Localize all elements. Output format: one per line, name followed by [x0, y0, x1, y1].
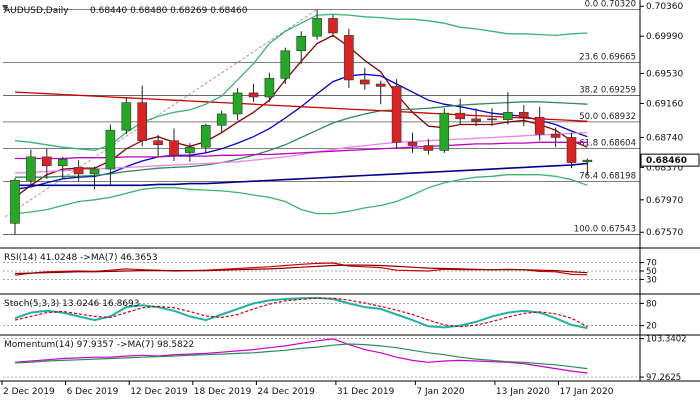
candles-layer	[10, 9, 593, 235]
time-tick-label: 24 Dec 2019	[257, 387, 315, 397]
candle-body	[73, 167, 84, 175]
time-tick-label: 18 Dec 2019	[194, 387, 252, 397]
candle-body	[89, 168, 100, 175]
candle-body	[41, 156, 52, 167]
candle-body	[375, 83, 386, 87]
candle-body	[296, 35, 307, 52]
price-tick-label: 0.70360	[646, 2, 683, 12]
stoch-series-line-1	[14, 296, 588, 330]
fib-level-label: 0.0 0.70320	[585, 0, 636, 9]
fib-level-label: 38.2 0.69259	[579, 85, 636, 95]
stoch-tick-label: 80	[646, 299, 657, 309]
candle-body	[471, 118, 481, 122]
candle-body	[280, 50, 291, 79]
candle-body	[153, 140, 163, 146]
stoch-series-line-2	[14, 297, 588, 328]
candle-body	[455, 112, 466, 120]
candle-body	[57, 159, 68, 167]
title-marker-icon	[2, 5, 8, 10]
price-tick-label: 0.69530	[646, 69, 683, 79]
fib-trend-line	[4, 9, 318, 218]
candle-body	[359, 79, 370, 85]
candle-body	[248, 92, 259, 98]
fib-level-label: 61.8 0.68604	[579, 138, 636, 148]
candle-body	[487, 118, 497, 121]
momentum-tick-label: 97.2625	[646, 373, 681, 383]
sub-panels-layer	[3, 262, 640, 378]
last-price-box	[640, 153, 700, 167]
candle-body	[264, 78, 275, 98]
candle-body	[232, 92, 243, 115]
overlay-line-7	[15, 162, 588, 187]
candle-body	[423, 145, 434, 151]
candle-body	[216, 113, 227, 126]
candle-body	[10, 180, 20, 224]
candle-body	[439, 112, 450, 151]
price-tick-label: 0.68370	[646, 163, 683, 173]
rsi-series-line-2	[14, 264, 588, 275]
rsi-tick-label: 30	[646, 275, 657, 285]
time-tick-label: 6 Dec 2019	[67, 387, 119, 397]
stoch-panel-title: Stoch(5,3,3) 13.0246 16.8693	[4, 299, 139, 309]
candle-body	[582, 159, 593, 163]
momentum-tick-label: 103.3402	[646, 335, 687, 345]
candle-body	[312, 18, 322, 37]
momentum-series-line-2	[14, 343, 588, 370]
stoch-tick-label: 20	[646, 322, 657, 332]
rsi-panel-title: RSI(14) 41.0248 ->MA(7) 46.3653	[4, 253, 158, 263]
candle-body	[550, 133, 561, 138]
rsi-tick-label: 50	[646, 267, 657, 277]
text-layer: AUDUSD,Daily 0.68440 0.68480 0.68269 0.68…	[2, 5, 248, 350]
candle-body	[328, 18, 338, 34]
fib-level-label: 23.6 0.69665	[579, 53, 636, 63]
overlay-line-2	[14, 73, 588, 190]
main-chart-title: AUDUSD,Daily	[4, 6, 69, 16]
candle-body	[121, 102, 132, 131]
last-price-label: 0.68460	[646, 156, 687, 166]
candle-body	[201, 125, 211, 148]
time-tick-label: 12 Dec 2019	[130, 387, 188, 397]
overlay-line-4	[14, 91, 588, 122]
candle-body	[344, 35, 354, 81]
momentum-series-line-1	[14, 338, 588, 374]
price-tick-label: 0.68740	[646, 133, 683, 143]
candle-body	[503, 112, 513, 120]
time-tick-label: 7 Jan 2020	[416, 387, 464, 397]
time-tick-label: 13 Jan 2020	[496, 387, 550, 397]
ohlc-header: 0.68440 0.68480 0.68269 0.68460	[90, 6, 248, 16]
candle-body	[534, 116, 545, 135]
overlay-line-9	[14, 174, 588, 215]
fib-level-label: 76.4 0.68198	[579, 171, 636, 181]
fib-level-label: 50.0 0.68932	[579, 112, 636, 122]
rsi-tick-label: 70	[646, 259, 657, 269]
price-tick-label: 0.67570	[646, 228, 683, 238]
fib-level-label: 100.0 0.67543	[574, 224, 636, 234]
candle-body	[566, 137, 577, 163]
candle-body	[105, 129, 116, 170]
time-tick-label: 2 Dec 2019	[3, 387, 55, 397]
candle-body	[518, 112, 529, 118]
candle-body	[169, 140, 179, 156]
candle-body	[407, 142, 418, 146]
candle-body	[391, 86, 402, 143]
momentum-panel-title: Momentum(14) 97.9357 ->MA(7) 98.5822	[4, 340, 194, 350]
time-tick-label: 17 Jan 2020	[560, 387, 614, 397]
price-tick-label: 0.67970	[646, 196, 683, 206]
time-tick-label: 31 Dec 2019	[337, 387, 395, 397]
candle-body	[185, 146, 195, 154]
candle-body	[137, 102, 147, 141]
price-tick-label: 0.69990	[646, 32, 683, 42]
price-tick-label: 0.69160	[646, 99, 683, 109]
overlay-line-6	[15, 141, 588, 160]
candle-body	[26, 156, 36, 181]
